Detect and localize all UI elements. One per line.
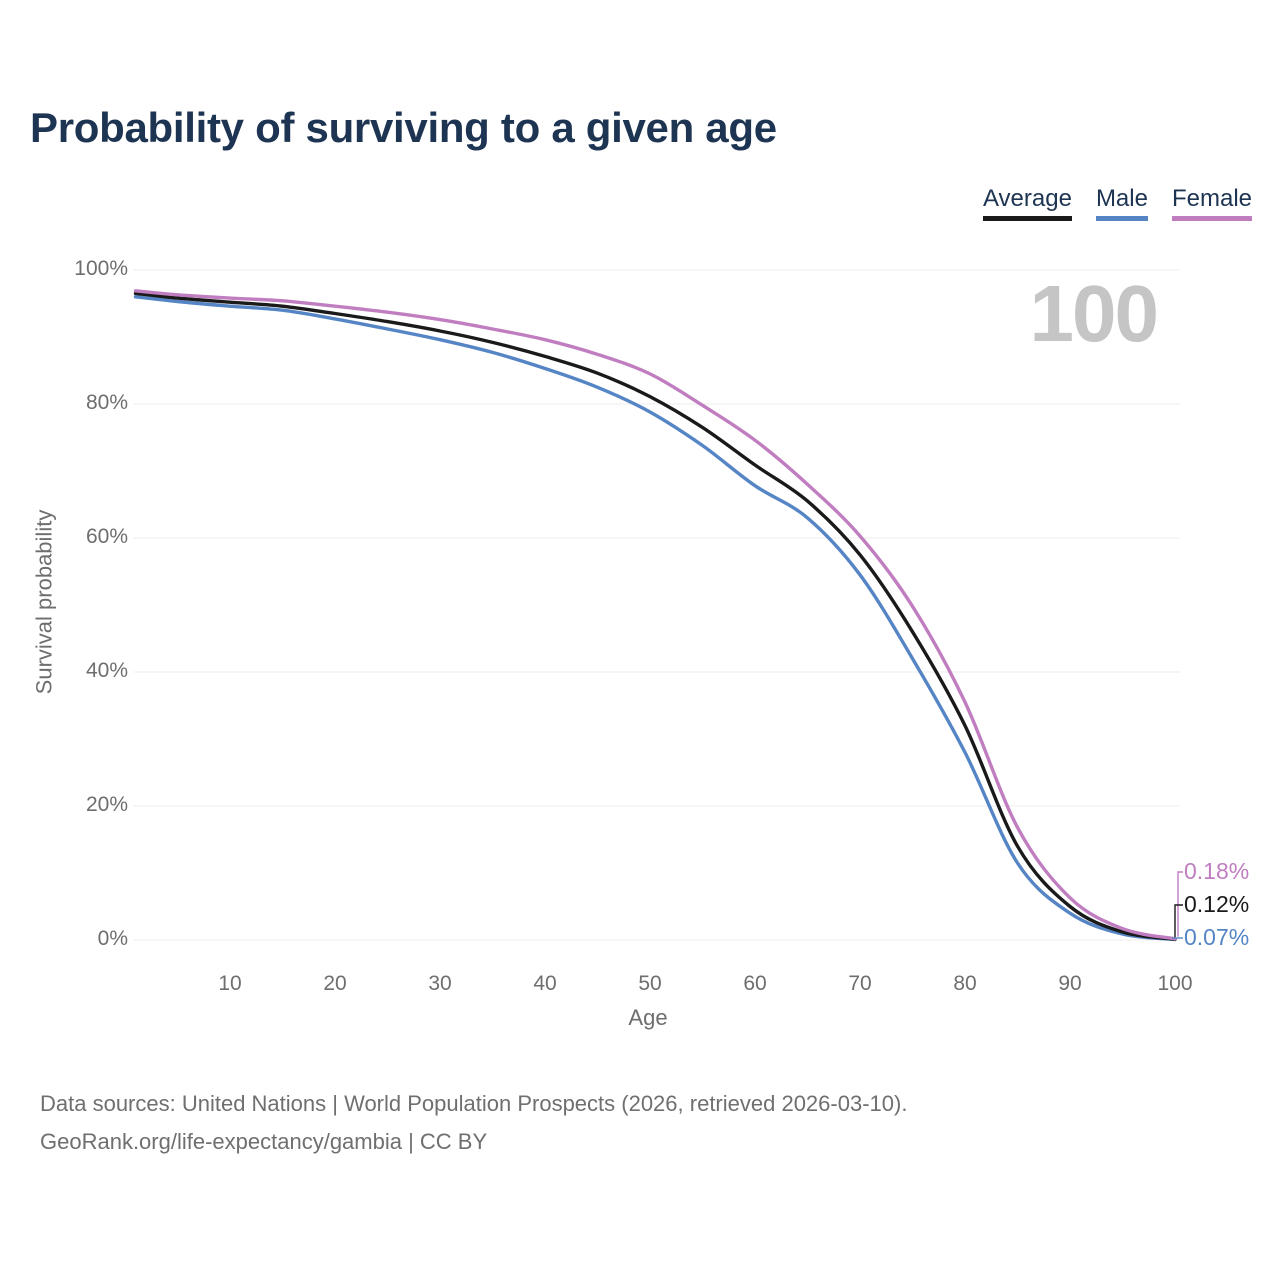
x-axis-tick-80: 80 bbox=[953, 972, 977, 995]
legend-swatch-male bbox=[1095, 216, 1148, 221]
age-counter: 100 bbox=[1029, 269, 1159, 358]
page-title: Probability of surviving to a given age bbox=[30, 104, 777, 151]
legend-item-female[interactable]: Female bbox=[1171, 185, 1252, 221]
x-axis-tick-20: 20 bbox=[323, 972, 347, 995]
data-source-line-1: Data sources: United Nations | World Pop… bbox=[40, 1091, 908, 1116]
series-line-male bbox=[133, 295, 1177, 942]
x-axis-tick-60: 60 bbox=[743, 972, 767, 995]
x-axis-tick-30: 30 bbox=[428, 972, 452, 995]
legend: Average Male Female bbox=[982, 185, 1252, 221]
end-label-female: 0.18% bbox=[1184, 858, 1250, 884]
legend-label-female: Female bbox=[1171, 185, 1252, 212]
y-axis-tick-20: 20% bbox=[85, 793, 128, 816]
legend-swatch-average bbox=[982, 216, 1072, 221]
series-line-female bbox=[133, 289, 1177, 941]
data-source-line-2: GeoRank.org/life-expectancy/gambia | CC … bbox=[40, 1129, 488, 1154]
x-axis-tick-40: 40 bbox=[533, 972, 557, 995]
legend-item-average[interactable]: Average bbox=[982, 185, 1072, 221]
x-axis-tick-10: 10 bbox=[218, 972, 242, 995]
y-axis-tick-80: 80% bbox=[85, 391, 128, 414]
leader-line-average bbox=[1174, 904, 1183, 938]
series-line-average bbox=[133, 291, 1177, 941]
y-axis-tick-0: 0% bbox=[97, 927, 128, 950]
leader-line-female bbox=[1177, 871, 1183, 937]
x-axis-tick-70: 70 bbox=[848, 972, 872, 995]
y-axis-tick-40: 40% bbox=[85, 659, 128, 682]
x-axis-tick-90: 90 bbox=[1058, 972, 1082, 995]
legend-item-male[interactable]: Male bbox=[1095, 185, 1148, 221]
legend-label-average: Average bbox=[982, 185, 1072, 212]
legend-swatch-female bbox=[1171, 216, 1252, 221]
x-axis-tick-100: 100 bbox=[1157, 972, 1193, 995]
x-axis-title: Age bbox=[628, 1005, 668, 1030]
legend-label-male: Male bbox=[1095, 185, 1148, 212]
y-axis-tick-100: 100% bbox=[74, 257, 128, 280]
x-axis-tick-50: 50 bbox=[638, 972, 662, 995]
end-label-male: 0.07% bbox=[1184, 924, 1250, 950]
end-label-average: 0.12% bbox=[1184, 891, 1250, 917]
y-axis-tick-60: 60% bbox=[85, 525, 128, 548]
data-source-note: Data sources: United Nations | World Pop… bbox=[40, 1085, 907, 1161]
